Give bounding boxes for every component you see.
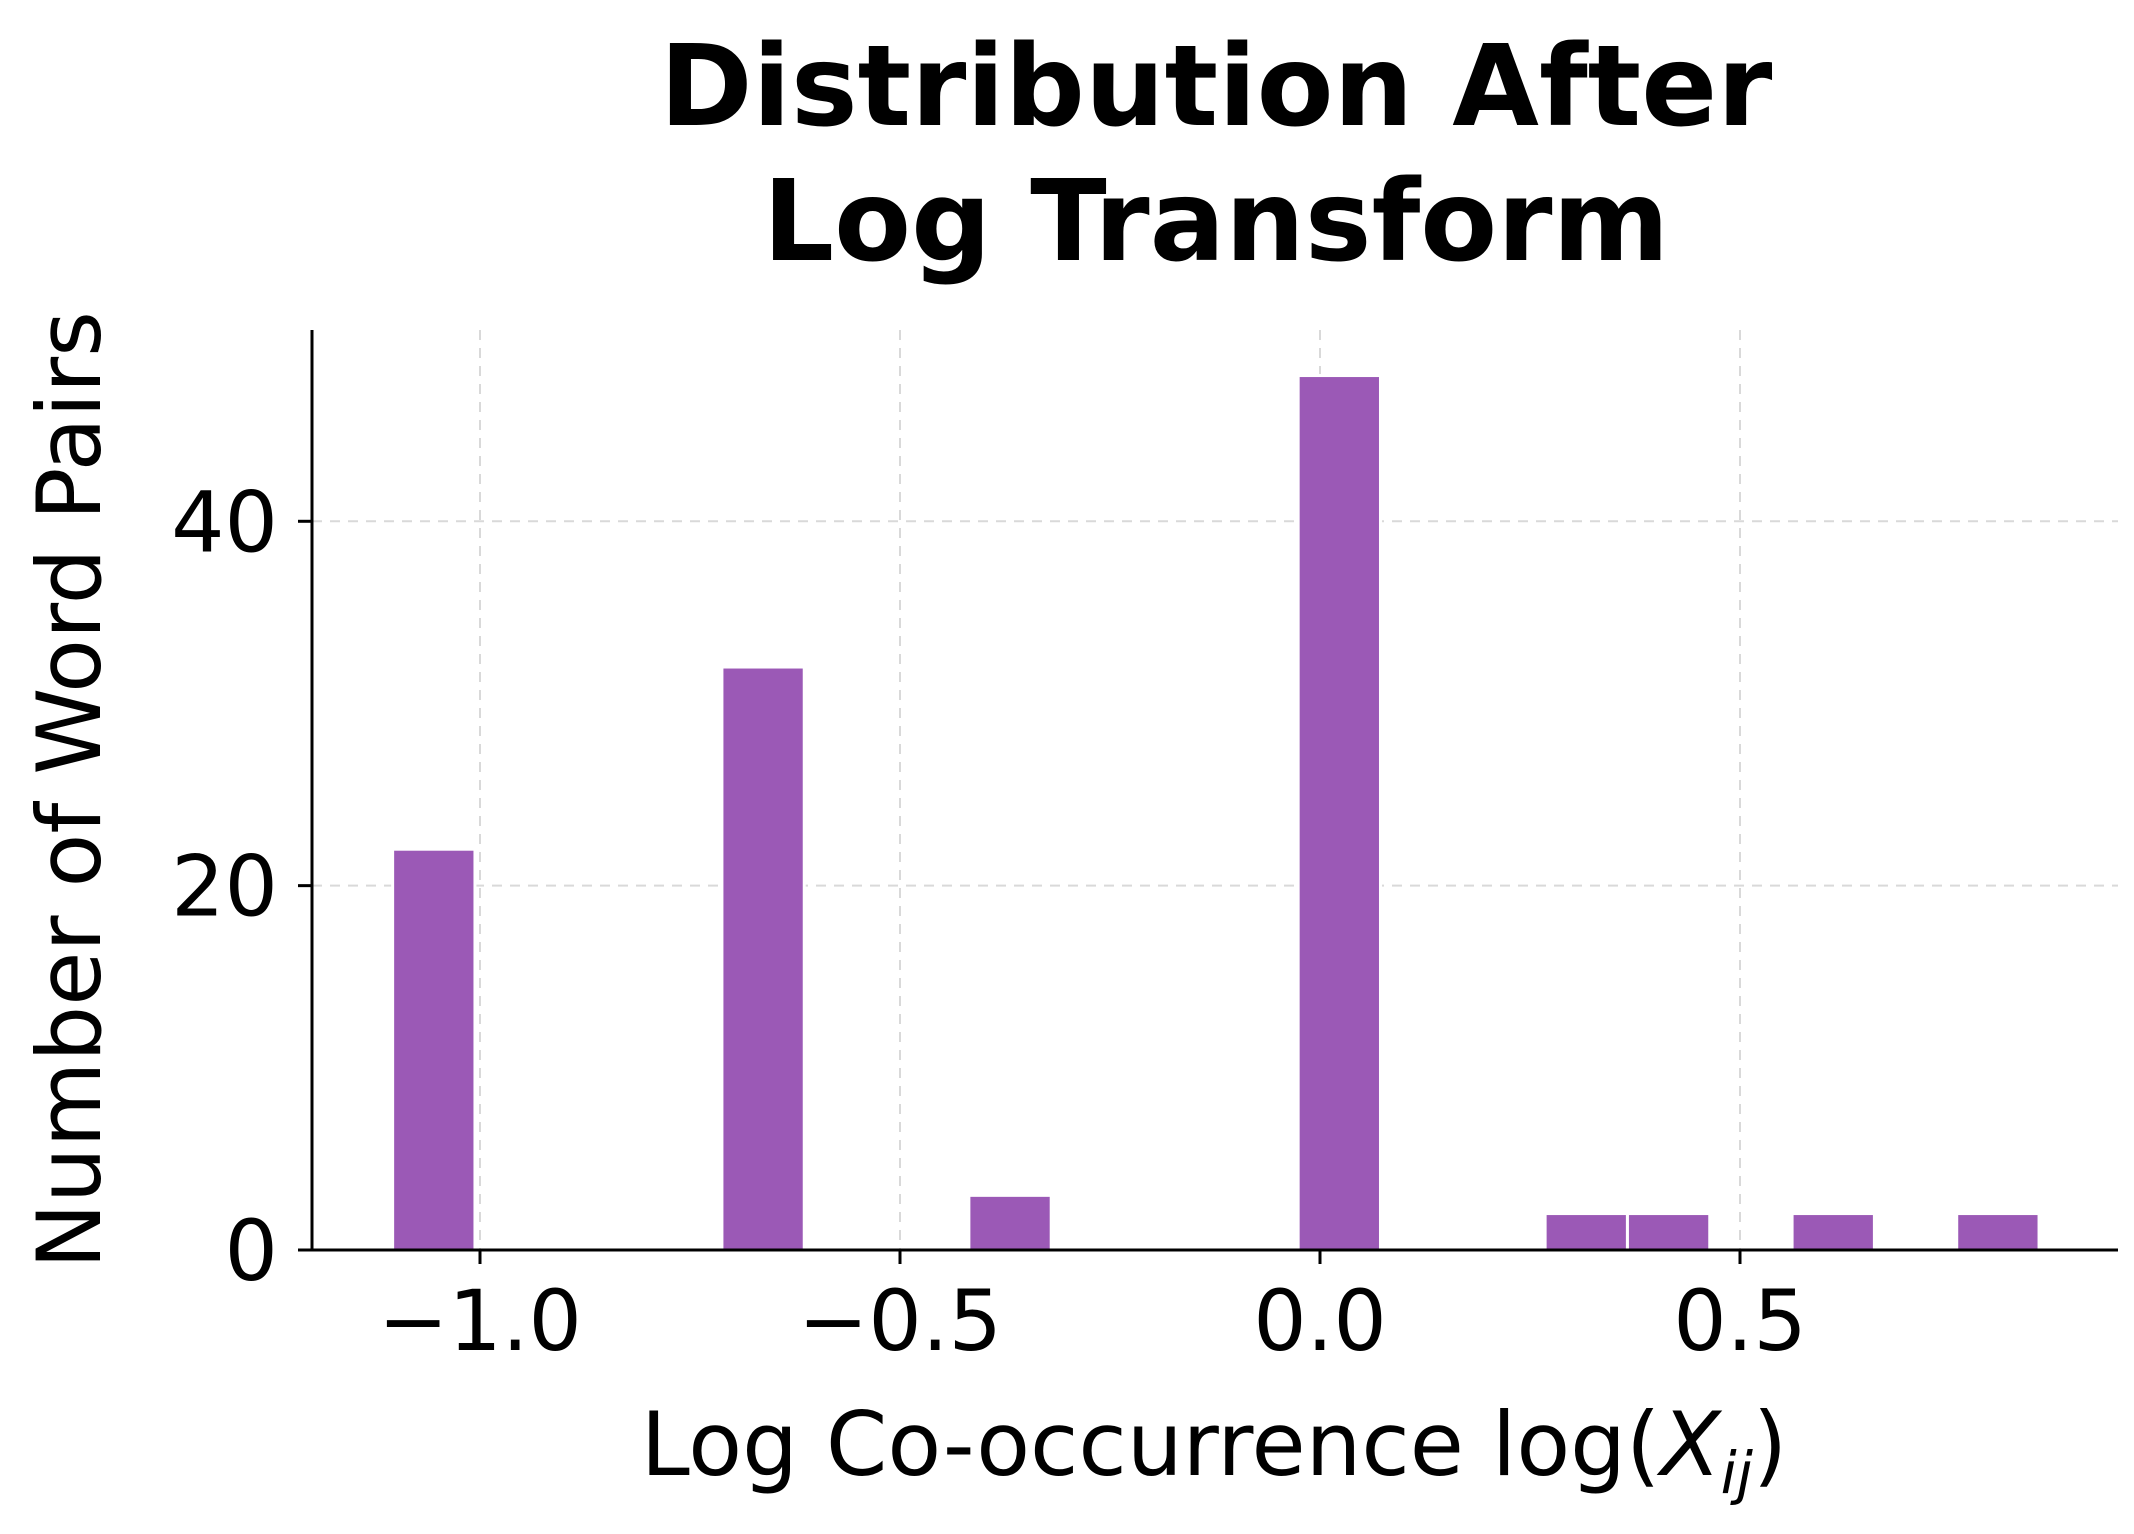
x-tick-label: 0.0 bbox=[1253, 1272, 1387, 1370]
chart-title-line-1: Distribution After bbox=[660, 22, 1773, 152]
ticks: −1.0 −0.5 0.0 0.5 0 20 40 bbox=[171, 473, 1807, 1370]
x-axis-label-suffix: ) bbox=[1753, 1393, 1787, 1496]
histogram-bar bbox=[1543, 1212, 1629, 1252]
y-tick-label: 40 bbox=[171, 473, 278, 571]
x-axis-label: Log Co-occurrence log(Xij) bbox=[641, 1393, 1787, 1507]
histogram-bar bbox=[391, 847, 477, 1252]
x-axis-label-variable: X bbox=[1656, 1393, 1722, 1496]
histogram-bar bbox=[720, 665, 806, 1252]
bars bbox=[391, 374, 2041, 1252]
x-tick-label: −0.5 bbox=[798, 1272, 1002, 1370]
y-tick-label: 0 bbox=[225, 1202, 278, 1300]
chart-title-line-2: Log Transform bbox=[763, 157, 1669, 287]
x-axis-label-prefix: Log Co-occurrence log( bbox=[641, 1393, 1661, 1496]
histogram-bar bbox=[1955, 1212, 2041, 1252]
x-tick-label: 0.5 bbox=[1673, 1272, 1807, 1370]
x-axis-label-subscript: ij bbox=[1721, 1439, 1754, 1507]
histogram-bar bbox=[1625, 1212, 1712, 1252]
histogram-bar bbox=[1296, 374, 1382, 1252]
histogram-bar bbox=[967, 1193, 1053, 1252]
y-axis-label: Number of Word Pairs bbox=[18, 311, 121, 1269]
grid bbox=[312, 330, 2118, 1250]
histogram-bar bbox=[1790, 1212, 1876, 1252]
x-tick-label: −1.0 bbox=[378, 1272, 582, 1370]
y-tick-label: 20 bbox=[171, 838, 278, 936]
